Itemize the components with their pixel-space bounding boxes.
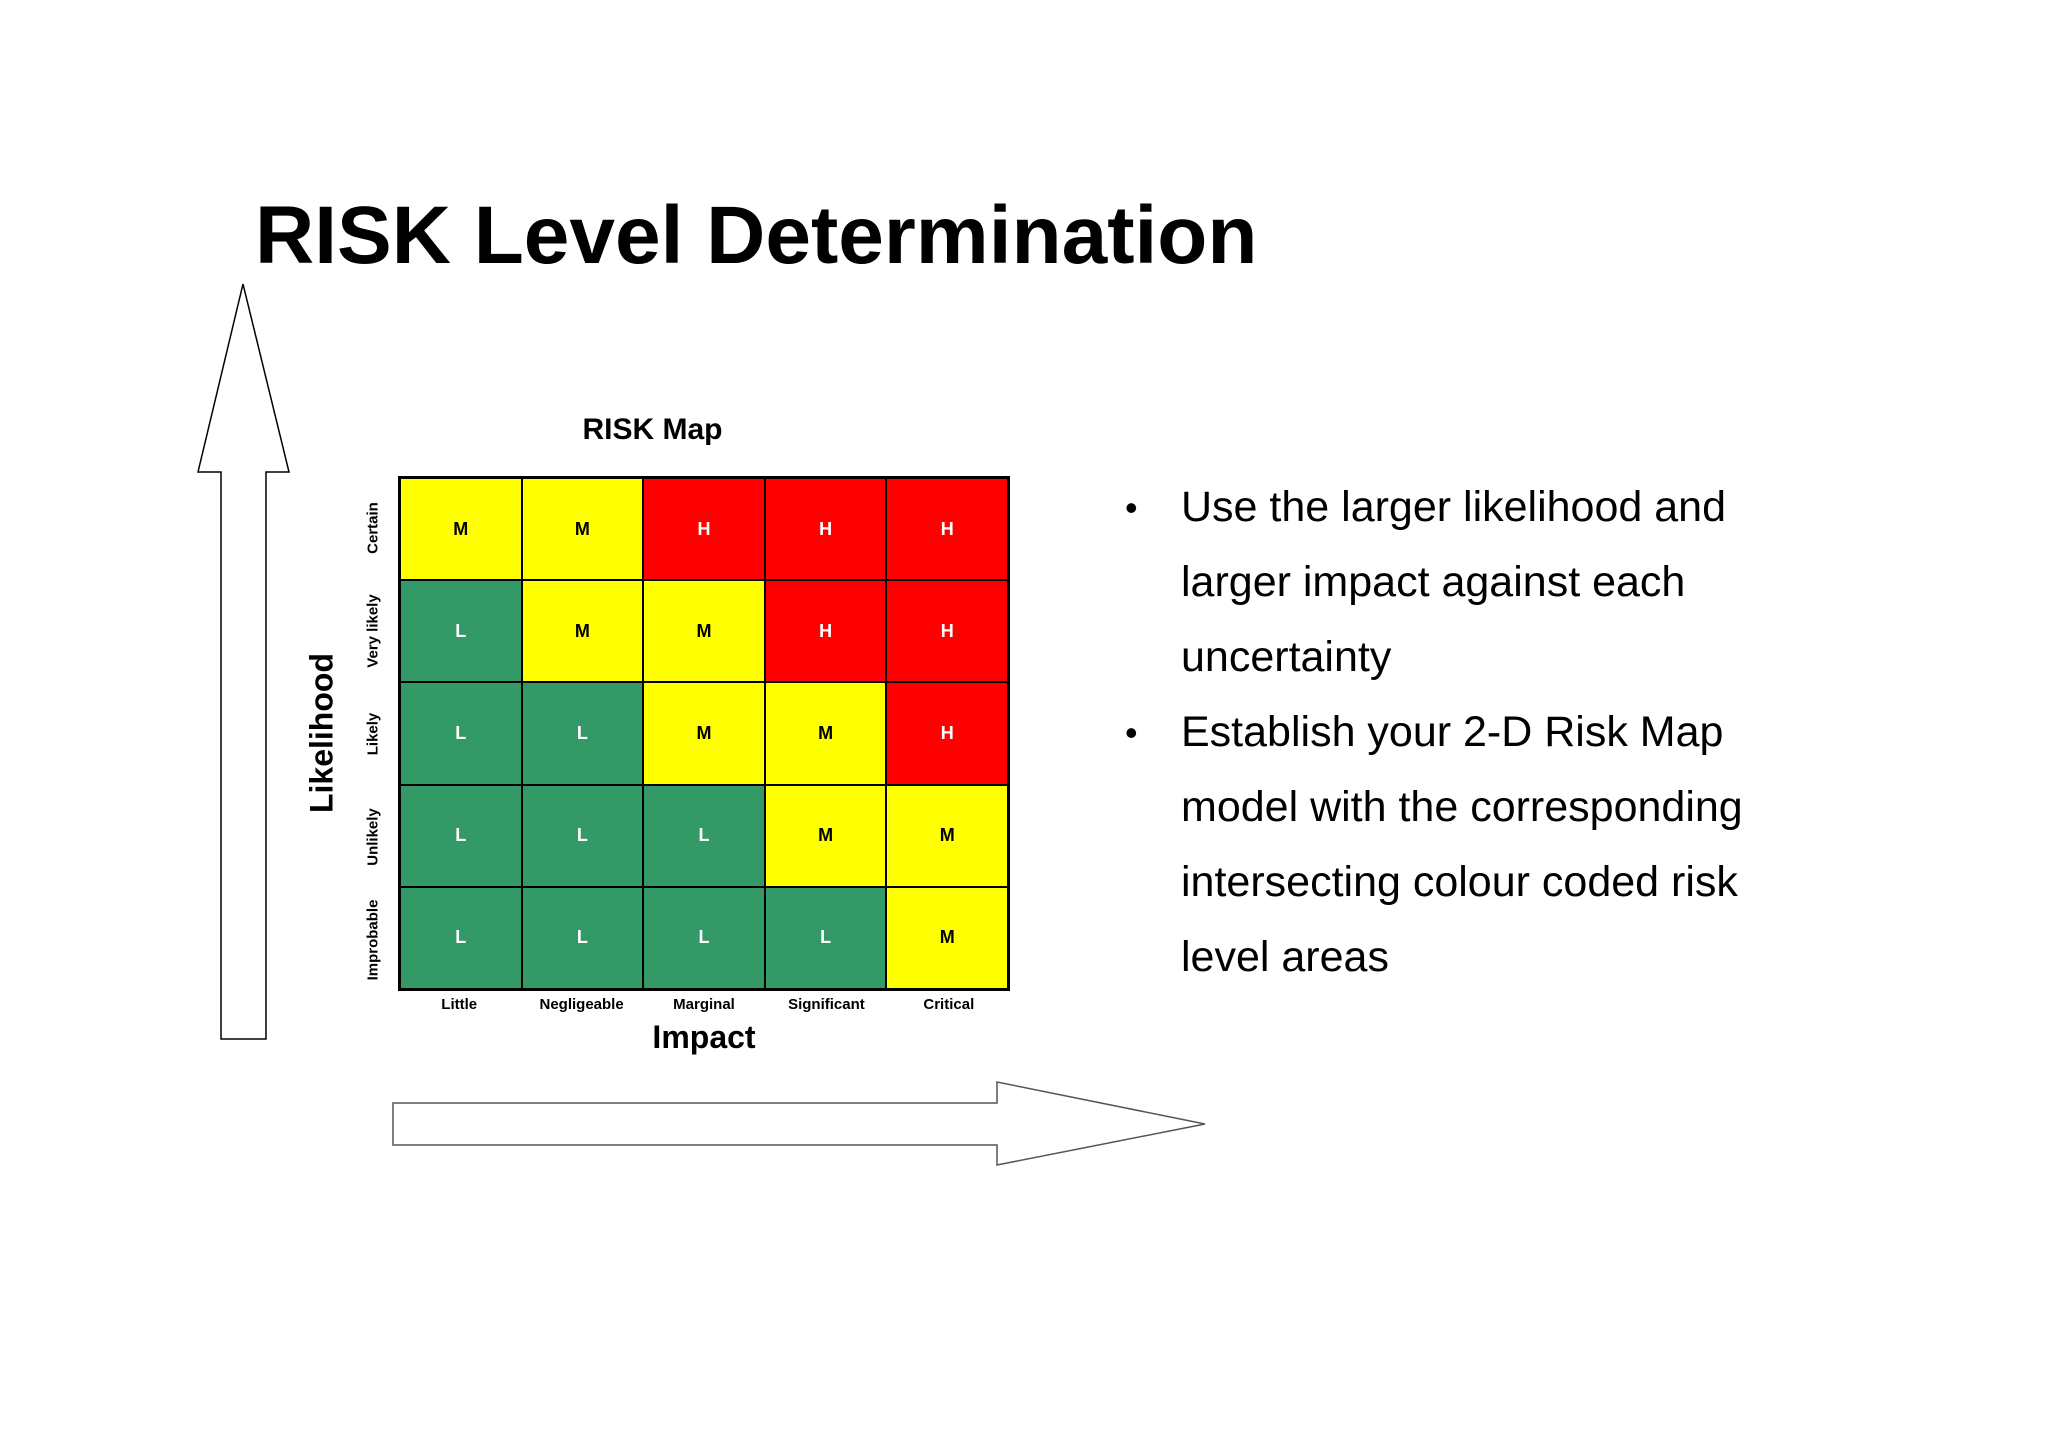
risk-cell: L xyxy=(643,784,765,887)
risk-cell: H xyxy=(886,478,1008,581)
risk-cell: L xyxy=(643,886,765,989)
risk-cell: M xyxy=(886,886,1008,989)
risk-cell: M xyxy=(521,478,644,581)
risk-map-title: RISK Map xyxy=(582,413,723,446)
risk-cell: L xyxy=(400,580,522,683)
impact-level-label: Little xyxy=(441,996,478,1013)
slide-title: RISK Level Determination xyxy=(255,190,1258,281)
impact-level-label: Critical xyxy=(923,996,975,1013)
risk-cell: M xyxy=(521,580,644,683)
impact-level-labels: Little Negligeable Marginal Significant Crit… xyxy=(398,993,1010,1017)
risk-cell: L xyxy=(521,784,644,887)
impact-level-label: Significant xyxy=(788,996,865,1013)
risk-cell: L xyxy=(521,886,644,989)
impact-level-label: Marginal xyxy=(673,996,735,1013)
risk-cell: H xyxy=(764,478,887,581)
bullet-text: Establish your 2-D Risk Map model with t… xyxy=(1181,708,1743,981)
bullet-text: Use the larger likelihood and larger imp… xyxy=(1181,483,1726,681)
risk-cell: M xyxy=(886,784,1008,887)
risk-cell: H xyxy=(886,580,1008,683)
risk-cell: M xyxy=(764,682,887,785)
bullet-item: • Use the larger likelihood and larger i… xyxy=(1125,470,1825,695)
impact-level-label: Negligeable xyxy=(539,996,624,1013)
bullet-dot: • xyxy=(1125,487,1138,528)
risk-cell: H xyxy=(764,580,887,683)
risk-cell: H xyxy=(886,682,1008,785)
bullet-item: • Establish your 2-D Risk Map model with… xyxy=(1125,695,1825,995)
risk-cell: H xyxy=(643,478,765,581)
risk-cell: M xyxy=(764,784,887,887)
risk-cell: L xyxy=(400,682,522,785)
bullet-list: • Use the larger likelihood and larger i… xyxy=(1125,470,1825,995)
risk-cell: M xyxy=(400,478,522,581)
bullet-dot: • xyxy=(1125,712,1138,753)
impact-axis-label: Impact xyxy=(652,1019,756,1055)
arrow-right-icon xyxy=(392,1081,1206,1166)
risk-cell: M xyxy=(643,580,765,683)
risk-cell: L xyxy=(400,784,522,887)
risk-cell: L xyxy=(521,682,644,785)
risk-cell: L xyxy=(400,886,522,989)
arrow-up-icon xyxy=(197,283,290,1040)
risk-cell: M xyxy=(643,682,765,785)
risk-cell: L xyxy=(764,886,887,989)
